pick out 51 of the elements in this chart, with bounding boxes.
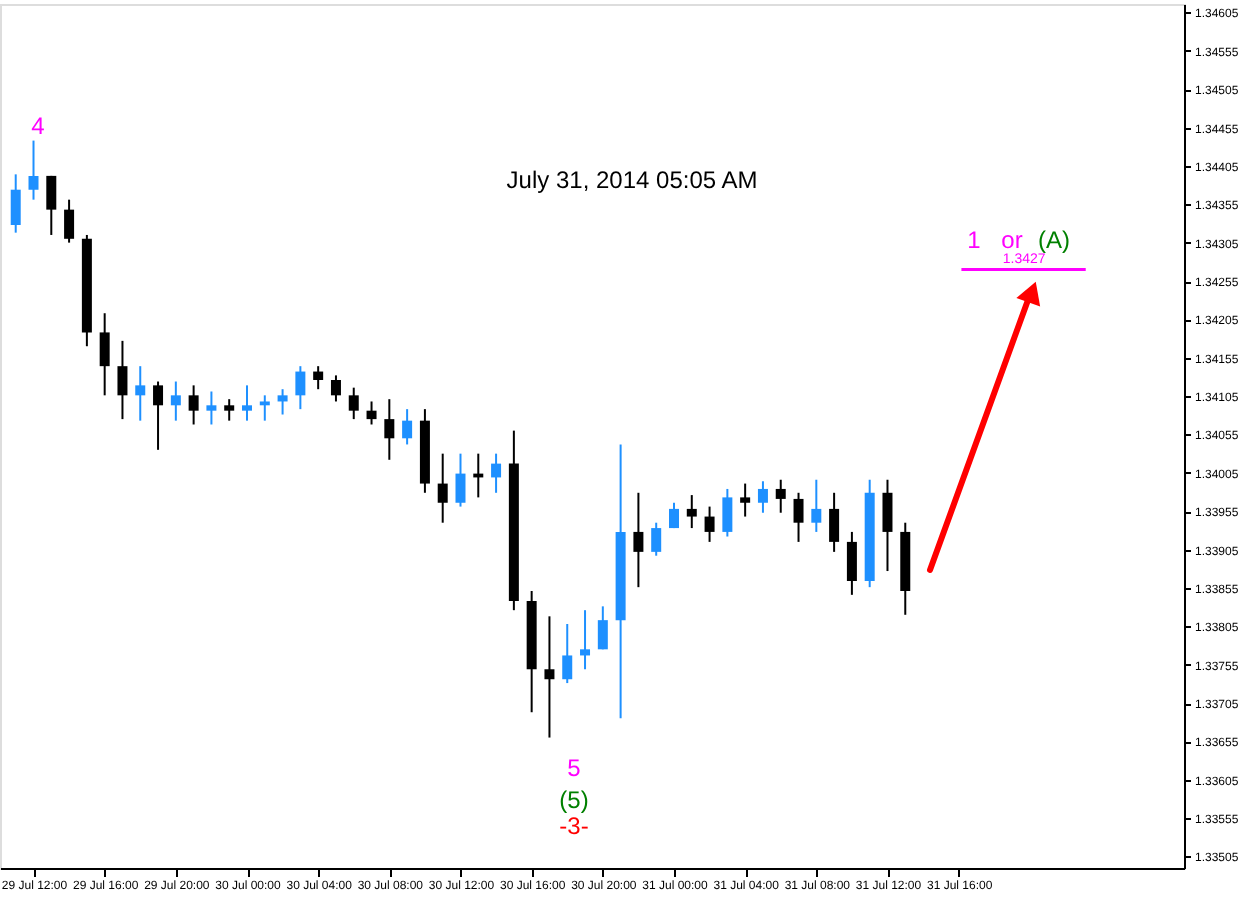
candlestick [775, 478, 786, 514]
candlestick [330, 374, 341, 403]
candlestick [206, 390, 217, 426]
annotation: 5 [567, 754, 582, 782]
candlestick [544, 615, 555, 739]
candlestick [259, 394, 270, 422]
candlestick [811, 478, 822, 533]
candlestick [348, 386, 359, 421]
annotation: or [1001, 226, 1023, 254]
annotation: July 31, 2014 05:05 AM [506, 166, 758, 194]
candlestick [846, 530, 857, 596]
candlestick [455, 452, 466, 508]
candlestick [64, 198, 75, 244]
candlestick [153, 380, 164, 451]
candlestick [242, 384, 252, 422]
annotation: 1 [967, 226, 982, 254]
candlestick [704, 505, 715, 543]
candlestick [188, 384, 199, 426]
candlestick [651, 521, 662, 557]
candlestick [829, 491, 840, 553]
candlestick [491, 452, 502, 494]
annotation: -3- [559, 812, 589, 840]
candlestick [597, 605, 608, 651]
candlestick [580, 609, 591, 671]
annotation: (5) [559, 786, 589, 814]
candlestick [882, 478, 893, 573]
annotation: (A) [1038, 226, 1070, 254]
candlestick [277, 388, 288, 416]
candlestick [437, 452, 448, 524]
candlestick [224, 398, 235, 422]
candlestick [366, 400, 377, 426]
candlestick [757, 480, 768, 514]
candlestick [313, 365, 324, 391]
candlestick [686, 494, 697, 530]
candlestick [793, 491, 804, 543]
candlestick [28, 139, 39, 201]
candlestick [295, 365, 306, 411]
annotation: 4 [31, 112, 46, 140]
candlestick [740, 482, 751, 518]
candlestick [722, 487, 733, 538]
candlestick [668, 501, 679, 530]
candlestick [170, 380, 181, 422]
candlestick [117, 339, 128, 421]
candlestick [46, 174, 57, 236]
candlestick [135, 365, 146, 422]
candlestick [384, 398, 395, 461]
candlestick [99, 312, 110, 397]
candlestick [402, 408, 413, 446]
candlestick [10, 173, 21, 234]
candlestick [562, 622, 573, 685]
candlestick [633, 491, 644, 589]
